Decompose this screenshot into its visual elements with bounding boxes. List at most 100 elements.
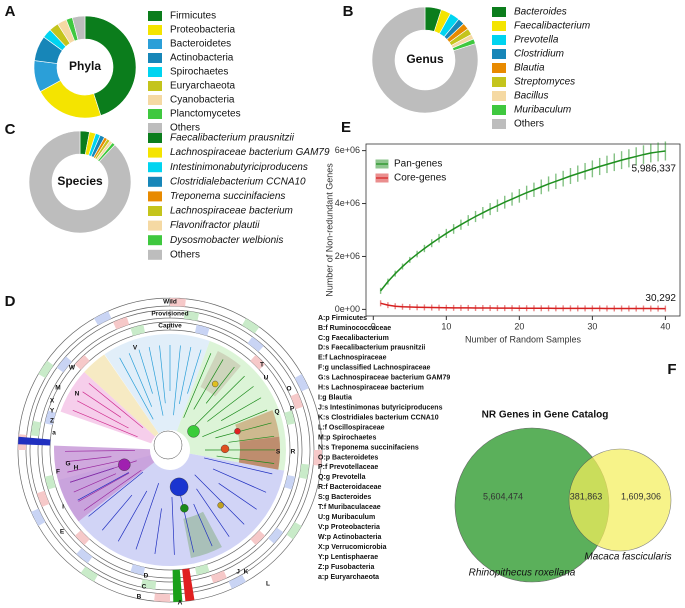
panel-label: D: [5, 293, 16, 310]
clade-label: P: [290, 406, 295, 413]
clade-label: G: [65, 461, 70, 468]
legend-label: Lachnospiraceae bacterium: [170, 206, 293, 217]
legend-swatch: [148, 133, 162, 143]
clade-sector: [60, 371, 156, 444]
ring-cell: [130, 564, 146, 576]
ring-cell: [140, 579, 157, 590]
legend-swatch: [492, 7, 506, 17]
branch: [202, 409, 268, 437]
legend-swatch: [148, 53, 162, 63]
ring-cell: [76, 548, 93, 564]
panel-label: B: [343, 3, 354, 20]
clade-label: X: [50, 398, 55, 405]
legend-label: Others: [514, 119, 544, 130]
venn-count: 381,863: [570, 491, 603, 501]
clade-label: T: [260, 362, 264, 369]
root-node: [153, 430, 183, 460]
clade-sector: [238, 436, 280, 470]
ring-cell: [30, 420, 41, 437]
legend-swatch: [148, 191, 162, 202]
clade-legend-item: P:f Prevotellaceae: [318, 464, 378, 471]
ring-cell: [36, 490, 50, 507]
ring-cell: [74, 530, 90, 546]
ring-cell: [94, 311, 112, 326]
ring-cell: [284, 474, 296, 490]
clade-label: F: [56, 469, 60, 476]
ring-cell: [242, 318, 260, 334]
legend-label: Clostridialebacterium CCNA10: [170, 176, 306, 187]
legend-swatch: [492, 63, 506, 73]
branch: [67, 459, 125, 473]
ring-cell: [74, 354, 90, 370]
branch: [218, 483, 257, 510]
donut-segment: [28, 130, 132, 234]
legend-label: Dysosmobacter welbionis: [170, 235, 283, 246]
clade-legend-item: W:p Actinobacteria: [318, 534, 382, 541]
ring-cell: [299, 463, 310, 480]
ring-cell: [210, 570, 227, 584]
clade-label: L: [266, 581, 270, 588]
clade-legend-item: H:s Lachnospiraceae bacterium: [318, 385, 424, 392]
clade-legend-item: K:s Clostridiales bacterium CCNA10: [318, 414, 439, 421]
ring-cell: [250, 530, 266, 546]
legend-swatch: [148, 220, 162, 231]
branch: [212, 468, 267, 493]
ring-cell: [130, 324, 146, 336]
ring: [17, 297, 323, 603]
clade-label: E: [60, 529, 65, 536]
ring-cell: [18, 436, 51, 446]
ring-cell: [113, 316, 130, 330]
branch: [205, 366, 235, 404]
node: [220, 444, 230, 454]
node: [234, 428, 241, 435]
ring-label: Provisioned: [151, 311, 188, 318]
clade-sector: [104, 334, 210, 434]
clade-label: B: [137, 594, 142, 601]
node: [217, 502, 224, 509]
end-annotation: 30,292: [645, 293, 676, 304]
ring-cell: [228, 574, 246, 589]
donut-segment: [71, 15, 86, 41]
legend-swatch: [492, 77, 506, 87]
branch: [138, 349, 153, 394]
branch: [154, 508, 162, 554]
donut-center-label: Species: [57, 174, 103, 188]
clade-label: A: [178, 600, 183, 607]
branch: [73, 473, 117, 493]
node: [118, 458, 131, 471]
legend-label: Faecalibacterium prausnitzii: [170, 133, 295, 144]
clade-label: a: [52, 430, 56, 437]
clade-legend-item: O:p Bacteroidetes: [318, 454, 378, 461]
ring: [41, 321, 299, 579]
ring-cell: [183, 310, 200, 321]
legend-swatch: [148, 249, 162, 260]
node: [180, 504, 189, 513]
branch: [77, 472, 129, 501]
series-line: [380, 302, 666, 310]
legend-label: Treponema succinifaciens: [170, 191, 285, 202]
clade-label: Q: [274, 409, 279, 416]
ring-cell: [286, 522, 302, 540]
x-tick-label: 40: [660, 321, 670, 331]
clade-label: H: [74, 465, 79, 472]
branch: [194, 474, 245, 525]
legend-label: Spirochaetes: [170, 67, 228, 78]
clade-legend-item: C:g Faecalibacterium: [318, 335, 389, 342]
x-axis-label: Number of Random Samples: [465, 334, 582, 344]
legend-label: Streptomyces: [514, 77, 575, 88]
clade-sector: [183, 511, 222, 558]
legend-label: Intestinimonabutyriciproducens: [170, 162, 308, 173]
node: [211, 380, 219, 388]
end-annotation: 5,986,337: [632, 164, 677, 175]
legend-swatch: [148, 81, 162, 91]
branch: [228, 435, 275, 443]
clade-legend-item: Q:g Prevotella: [318, 474, 366, 481]
legend-label: Bacillus: [514, 91, 548, 102]
branch: [77, 400, 129, 429]
ring-cell: [294, 374, 309, 392]
panel-label: A: [5, 3, 16, 20]
legend-swatch: [492, 49, 506, 59]
ring-cell: [268, 527, 284, 544]
branch: [196, 488, 230, 537]
